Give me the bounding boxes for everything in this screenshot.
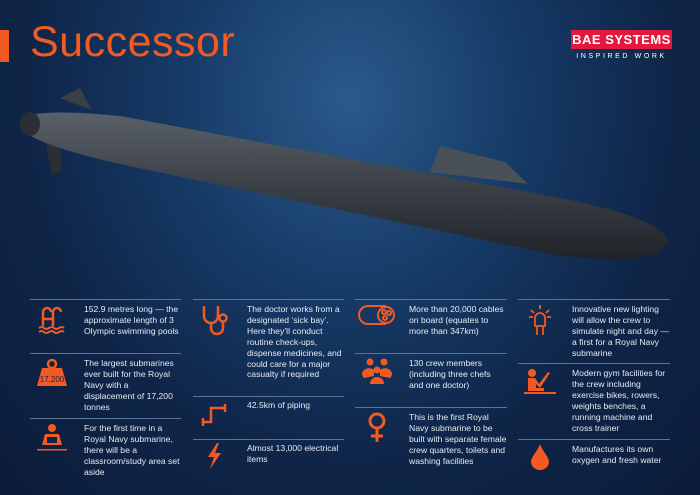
fact-displacement: 17,200 The largest submarines ever built… — [30, 358, 180, 413]
crew-icon — [355, 358, 399, 394]
fact-electrical: Almost 13,000 electrical items — [193, 443, 345, 479]
divider — [518, 299, 670, 300]
lightning-icon — [193, 443, 237, 479]
fact-cables: More than 20,000 cables on board (equate… — [355, 304, 507, 340]
divider — [518, 363, 670, 364]
light-bulb-icon — [518, 304, 562, 340]
fact-gym: Modern gym facilities for the crew inclu… — [518, 368, 670, 433]
water-drop-icon — [518, 444, 562, 480]
logo-brand: BAE SYSTEMS — [571, 30, 672, 49]
divider — [355, 299, 507, 300]
bae-logo: BAE SYSTEMS INSPIRED WORK — [571, 30, 672, 60]
divider — [30, 353, 181, 354]
fact-female-quarters: This is the first Royal Navy submarine t… — [355, 412, 507, 467]
logo-tagline: INSPIRED WORK — [576, 53, 667, 60]
divider — [518, 439, 670, 440]
reading-person-icon — [30, 423, 74, 459]
cable-icon — [355, 304, 399, 340]
fact-sick-bay: The doctor works from a designated ‘sick… — [193, 304, 345, 380]
divider — [30, 418, 181, 419]
pipe-icon — [193, 400, 237, 436]
fact-length: 152.9 metres long — the approximate leng… — [30, 304, 180, 340]
page-title: Successor — [30, 18, 236, 66]
fact-crew: 130 crew members (including three chefs … — [355, 358, 507, 394]
divider — [193, 396, 344, 397]
fact-classroom: For the first time in a Royal Navy subma… — [30, 423, 180, 478]
divider — [193, 299, 344, 300]
divider — [355, 353, 507, 354]
rowing-icon — [518, 368, 562, 404]
stethoscope-icon — [193, 304, 237, 340]
swimming-pool-icon — [30, 304, 74, 340]
female-symbol-icon — [355, 412, 399, 448]
fact-piping: 42.5km of piping — [193, 400, 345, 436]
title-accent-bar — [0, 30, 9, 62]
divider — [193, 439, 344, 440]
weight-icon: 17,200 — [30, 358, 74, 394]
divider — [355, 407, 507, 408]
fact-lighting: Innovative new lighting will allow the c… — [518, 304, 670, 359]
submarine-image — [20, 88, 668, 260]
fact-oxygen-water: Manufactures its own oxygen and fresh wa… — [518, 444, 670, 480]
divider — [30, 299, 181, 300]
weight-icon-label: 17,200 — [40, 375, 65, 384]
